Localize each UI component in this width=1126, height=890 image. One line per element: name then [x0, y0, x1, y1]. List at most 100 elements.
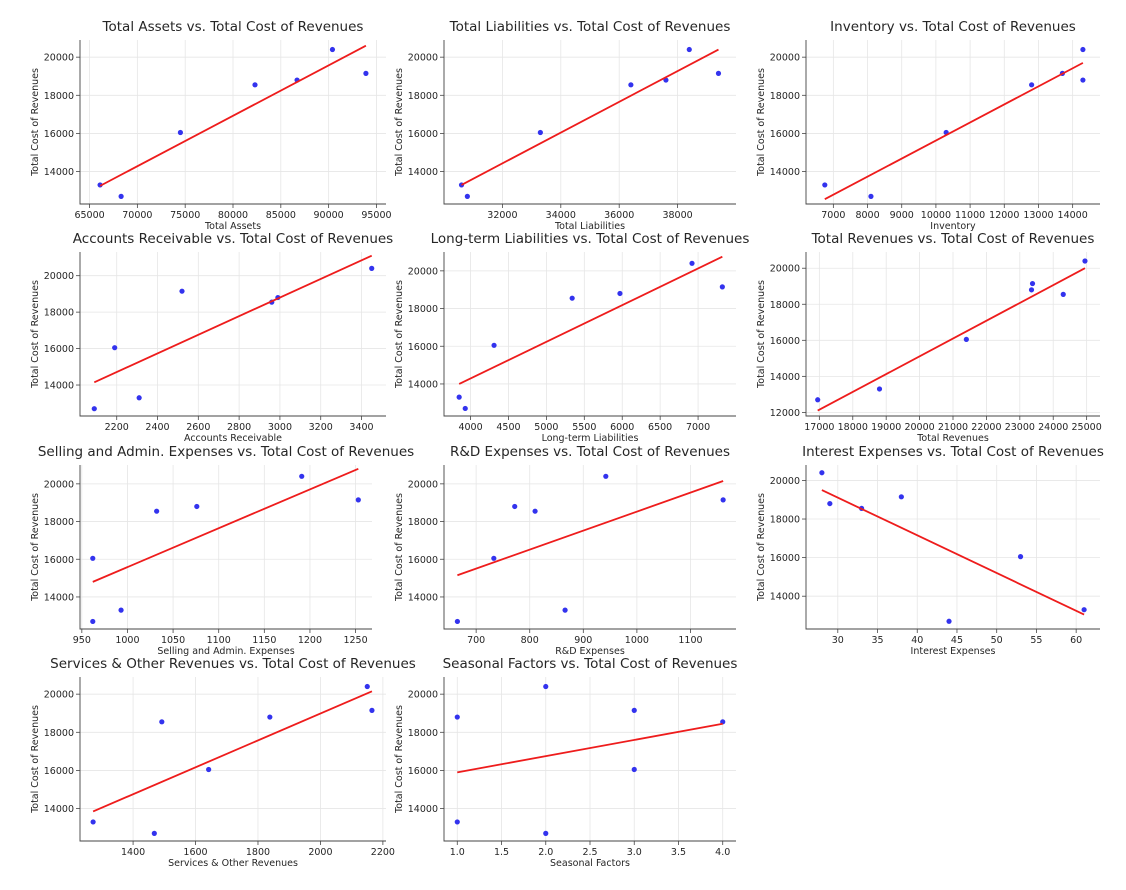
- data-point: [364, 683, 370, 690]
- y-tick-label: 18000: [44, 517, 74, 528]
- x-tick-label: 1000: [625, 635, 649, 646]
- y-tick-label: 14000: [408, 804, 438, 815]
- y-tick-label: 20000: [408, 690, 438, 701]
- x-tick-label: 900: [574, 635, 592, 646]
- x-tick-label: 95000: [361, 210, 391, 221]
- fit-line: [457, 722, 723, 774]
- y-tick-label: 16000: [44, 766, 74, 777]
- x-tick-label: 1100: [207, 635, 231, 646]
- x-tick-label: 11000: [955, 210, 985, 221]
- data-point: [868, 193, 874, 199]
- y-tick-label: 14000: [408, 592, 438, 603]
- x-tick-label: 35: [871, 635, 883, 646]
- y-tick-label: 18000: [770, 91, 800, 102]
- y-tick-label: 16000: [408, 129, 438, 140]
- x-axis-label: R&D Expenses: [555, 646, 625, 657]
- x-tick-label: 1050: [161, 635, 185, 646]
- x-tick-label: 1200: [298, 635, 322, 646]
- chart-title: Total Revenues vs. Total Cost of Revenue…: [811, 231, 1095, 247]
- axes-spines: [443, 677, 736, 842]
- chart-title: Long-term Liabilities vs. Total Cost of …: [431, 231, 750, 247]
- x-tick-label: 4000: [458, 422, 482, 433]
- x-axis-label: Interest Expenses: [911, 646, 996, 657]
- y-tick-label: 16000: [408, 555, 438, 566]
- x-tick-label: 10000: [921, 210, 951, 221]
- subplot-2: 32000 34000 36000 38000 14000 16000 18000 20000…: [394, 19, 736, 232]
- x-tick-label: 36000: [604, 210, 634, 221]
- y-tick-label: 16000: [44, 129, 74, 140]
- x-tick-label: 3.5: [671, 847, 686, 858]
- y-axis-label: Total Cost of Revenues: [30, 280, 41, 389]
- x-tick-label: 9000: [890, 210, 914, 221]
- x-tick-label: 4.0: [715, 847, 730, 858]
- data-point: [363, 70, 369, 76]
- data-point: [719, 284, 725, 290]
- data-point: [543, 683, 549, 690]
- fit-line: [458, 255, 723, 385]
- axes-spines: [443, 252, 736, 417]
- x-tick-label: 90000: [314, 210, 344, 221]
- x-tick-label: 85000: [266, 210, 296, 221]
- x-tick-label: 1100: [678, 635, 702, 646]
- data-point: [946, 618, 952, 624]
- fit-line: [817, 267, 1086, 412]
- data-point: [267, 714, 273, 720]
- subplot-5: 4000 4500 5000 5500 6000 6500 7000 14000 16000 18…: [394, 231, 749, 444]
- fit-line: [93, 254, 373, 384]
- axes-spines: [79, 252, 386, 417]
- y-tick-label: 20000: [44, 479, 74, 490]
- x-axis-label: Services & Other Revenues: [168, 858, 298, 869]
- x-tick-label: 20000: [904, 422, 934, 433]
- data-point: [543, 830, 549, 836]
- y-tick-label: 16000: [770, 336, 800, 347]
- data-point: [686, 46, 692, 53]
- chart-title: R&D Expenses vs. Total Cost of Revenues: [450, 444, 730, 460]
- y-tick-label: 20000: [408, 266, 438, 277]
- x-tick-label: 3400: [349, 422, 373, 433]
- y-tick-label: 18000: [44, 91, 74, 102]
- axes-spines: [79, 40, 386, 205]
- x-tick-label: 45: [951, 635, 963, 646]
- subplot-3: 7000 8000 9000 10000 11000 12000 13000 14000 140…: [756, 19, 1100, 232]
- data-point: [628, 82, 634, 88]
- data-point: [827, 500, 833, 507]
- data-point: [154, 508, 160, 514]
- data-point: [118, 607, 124, 613]
- y-tick-label: 18000: [408, 304, 438, 315]
- data-point: [491, 555, 497, 561]
- x-tick-label: 1600: [183, 847, 207, 858]
- fit-line: [824, 62, 1084, 201]
- y-axis-label: Total Cost of Revenues: [394, 705, 405, 814]
- fit-line: [92, 690, 373, 813]
- data-point: [369, 707, 375, 713]
- subplot-1: 65000 70000 75000 80000 85000 90000 95000 14000…: [30, 19, 392, 232]
- data-point: [1080, 46, 1086, 53]
- x-tick-label: 3000: [268, 422, 292, 433]
- y-tick-label: 16000: [770, 553, 800, 564]
- data-point: [822, 182, 828, 188]
- x-tick-label: 75000: [170, 210, 200, 221]
- data-point: [454, 819, 460, 825]
- y-tick-label: 20000: [44, 271, 74, 282]
- x-axis-label: Total Assets: [204, 221, 261, 232]
- x-tick-label: 19000: [871, 422, 901, 433]
- x-tick-label: 24000: [1038, 422, 1068, 433]
- subplot-8: 700 800 900 1000 1100 14000 16000 18000 20000 R&D…: [394, 444, 736, 657]
- y-tick-label: 20000: [408, 479, 438, 490]
- data-point: [631, 766, 637, 773]
- x-axis-label: Accounts Receivable: [184, 433, 282, 444]
- x-tick-label: 22000: [971, 422, 1001, 433]
- fit-line: [92, 467, 359, 583]
- data-point: [329, 46, 336, 53]
- subplot-7: 950 1000 1050 1100 1150 1200 1250 14000 16000 180…: [30, 444, 414, 657]
- y-axis-label: Total Cost of Revenues: [756, 493, 767, 602]
- y-tick-label: 20000: [44, 53, 74, 64]
- x-axis-label: Seasonal Factors: [550, 858, 630, 869]
- x-axis-label: Selling and Admin. Expenses: [157, 646, 294, 657]
- data-point: [491, 342, 497, 348]
- x-tick-label: 2800: [227, 422, 251, 433]
- y-tick-label: 18000: [770, 515, 800, 526]
- data-point: [819, 470, 825, 476]
- y-tick-label: 16000: [408, 342, 438, 353]
- x-tick-label: 40: [911, 635, 923, 646]
